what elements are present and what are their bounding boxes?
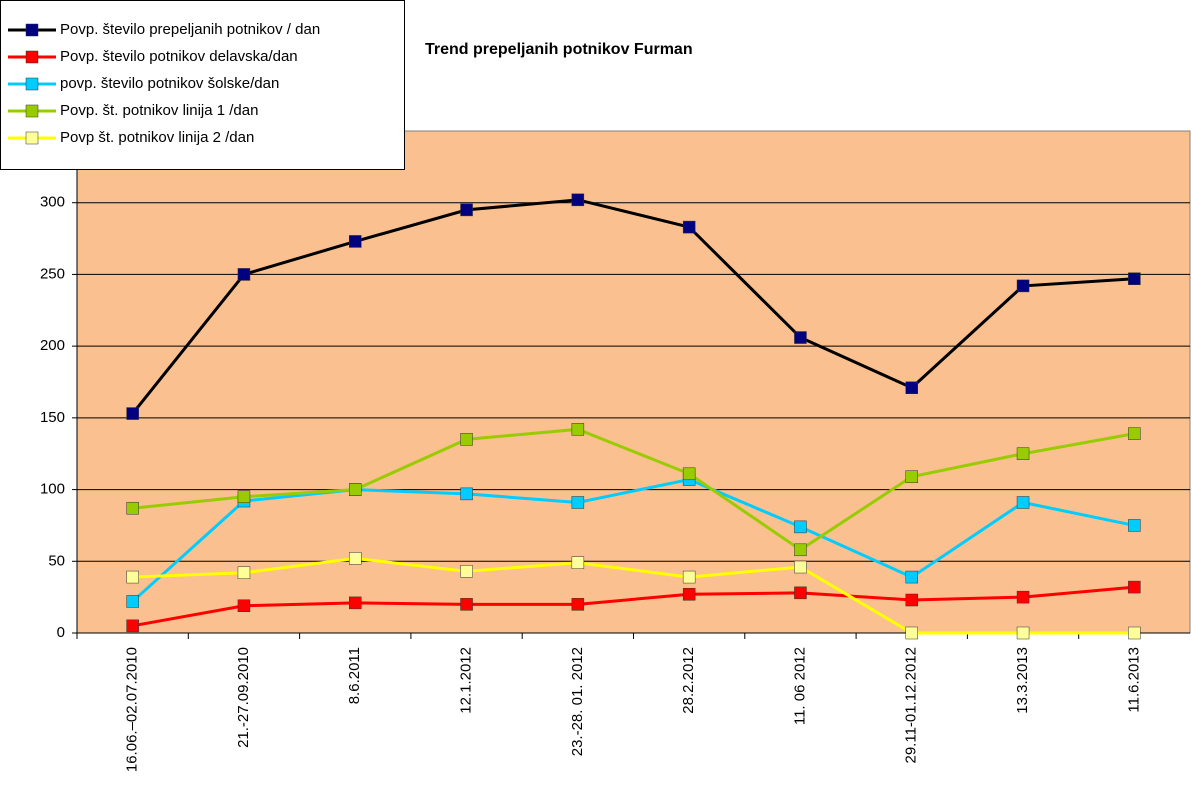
y-tick-label: 0	[57, 624, 65, 641]
data-point	[126, 595, 139, 608]
legend-label: Povp št. potnikov linija 2 /dan	[60, 129, 254, 146]
data-point	[571, 598, 585, 611]
x-tick-label: 12.1.2012	[458, 647, 475, 714]
data-point	[571, 193, 585, 207]
data-point	[794, 520, 807, 534]
series-line	[132, 585, 1135, 628]
data-point	[237, 599, 251, 612]
y-tick-label: 100	[40, 481, 65, 498]
y-tick-label: 200	[40, 337, 65, 354]
x-tick-label: 21.-27.09.2010	[235, 647, 252, 748]
data-point	[237, 268, 251, 281]
data-point	[460, 487, 473, 501]
x-tick-label: 8.6.2011	[346, 647, 363, 704]
data-point	[682, 220, 696, 234]
data-point	[1016, 279, 1030, 293]
legend-label: Povp. št. potnikov linija 1 /dan	[60, 102, 258, 119]
data-point	[1016, 626, 1030, 640]
x-tick-label: 23.-28. 01. 2012	[569, 647, 586, 756]
data-point	[349, 235, 362, 248]
data-point	[460, 598, 473, 611]
data-point	[460, 203, 473, 217]
data-point	[794, 560, 807, 574]
data-point	[1128, 580, 1141, 594]
data-point	[905, 593, 918, 607]
data-point	[794, 586, 807, 600]
y-tick-label: 150	[40, 409, 65, 426]
data-point	[460, 565, 473, 578]
data-point	[905, 470, 918, 483]
data-point	[126, 407, 139, 420]
data-point	[126, 619, 139, 633]
data-point	[460, 433, 473, 446]
data-point	[682, 588, 696, 601]
data-point	[126, 501, 139, 515]
data-point	[905, 381, 918, 394]
legend-label: Povp. število prepeljanih potnikov / dan	[60, 21, 320, 38]
series-line	[131, 477, 1135, 603]
data-point	[1016, 590, 1030, 604]
x-tick-label: 29.11-01.12.2012	[903, 647, 920, 764]
legend-marker	[25, 104, 39, 118]
legend-label: Povp. število potnikov delavska/dan	[60, 48, 298, 65]
chart-title: Trend prepeljanih potnikov Furman	[425, 41, 693, 58]
data-point	[1128, 519, 1141, 532]
data-point	[237, 566, 251, 580]
data-point	[794, 543, 807, 557]
x-tick-label: 11. 06 2012	[791, 647, 808, 725]
data-point	[794, 331, 807, 344]
data-point	[1016, 447, 1030, 460]
series-line	[132, 556, 1135, 635]
data-point	[571, 556, 585, 569]
data-point	[571, 496, 585, 509]
y-tick-label: 250	[40, 265, 65, 282]
plot-area	[76, 130, 1191, 634]
y-tick-label: 300	[40, 194, 65, 211]
data-point	[571, 423, 585, 436]
legend-label: povp. število potnikov šolske/dan	[60, 75, 279, 92]
data-point	[1016, 496, 1030, 509]
legend-box	[0, 0, 405, 170]
data-point	[349, 552, 362, 565]
x-tick-label: 28.2.2012	[680, 647, 697, 714]
data-point	[237, 490, 251, 503]
data-point	[349, 596, 362, 610]
x-tick-label: 13.3.2013	[1014, 647, 1031, 714]
data-point	[682, 570, 696, 584]
data-point	[905, 626, 918, 640]
x-tick-label: 11.6.2013	[1125, 647, 1142, 713]
legend-marker	[25, 50, 39, 64]
y-tick-label: 50	[48, 552, 65, 569]
x-tick-label: 16.06.–02.07.2010	[124, 647, 141, 772]
legend-marker	[25, 131, 39, 145]
data-point	[905, 570, 918, 584]
series-line	[132, 427, 1135, 552]
legend-marker	[25, 23, 39, 37]
data-point	[126, 570, 139, 584]
data-point	[349, 483, 362, 496]
data-point	[682, 467, 696, 481]
data-point	[1128, 427, 1141, 440]
data-point	[1128, 626, 1141, 640]
series-line	[131, 198, 1135, 415]
data-point	[1128, 272, 1141, 285]
legend-marker	[25, 77, 39, 91]
